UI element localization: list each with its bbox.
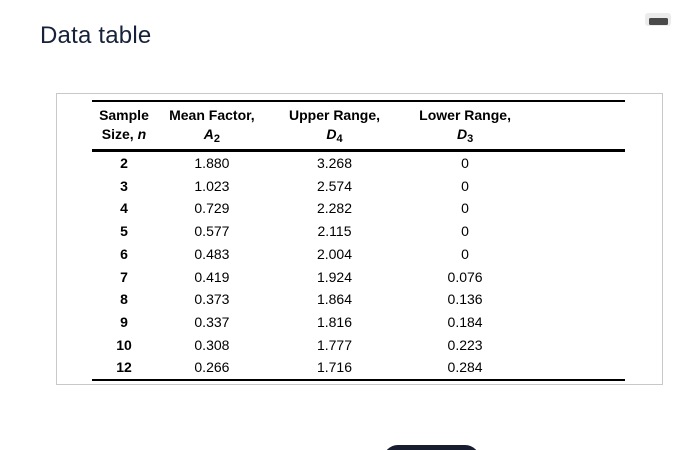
- cell-d3: 0: [461, 177, 469, 194]
- cell-a2: 0.577: [194, 223, 230, 240]
- partial-button[interactable]: [383, 445, 480, 450]
- cell-n: 12: [92, 356, 156, 382]
- table-row: 12 0.266 1.716 0.284: [92, 356, 625, 382]
- cell-a2: 0.337: [194, 313, 230, 330]
- cell-d4: 1.716: [267, 356, 402, 382]
- cell-d3: 0: [461, 200, 469, 217]
- spacer-cell: [529, 220, 625, 243]
- spacer-cell: [529, 243, 625, 266]
- spacer-cell: [529, 100, 625, 152]
- col-header-lower-range: Lower Range, D3: [401, 100, 530, 152]
- spacer-cell: [529, 197, 625, 220]
- cell-a2: 0.419: [194, 268, 230, 285]
- table-row: 8 0.373 1.864 0.136: [92, 288, 625, 311]
- table-row: 2 1.880 3.268 0: [92, 151, 625, 175]
- cell-d3: 0: [461, 155, 469, 171]
- cell-n: 2: [120, 155, 128, 171]
- table-row: 7 0.419 1.924 0.076: [92, 266, 625, 289]
- cell-n: 10: [116, 336, 132, 353]
- cell-n: 4: [120, 200, 128, 217]
- cell-a2: 0.483: [194, 245, 230, 262]
- spacer-cell: [529, 175, 625, 198]
- table-row: 5 0.577 2.115 0: [92, 220, 625, 243]
- cell-a2: 0.266: [155, 356, 268, 382]
- cell-d3: 0.136: [447, 291, 483, 308]
- cell-a2: 0.729: [194, 200, 230, 217]
- cell-d4: 1.816: [316, 313, 353, 330]
- cell-n: 7: [120, 268, 128, 285]
- spacer-cell: [529, 151, 625, 175]
- cell-a2: 0.308: [194, 336, 230, 353]
- spacer-cell: [529, 311, 625, 334]
- cell-a2: 0.373: [194, 291, 230, 308]
- cell-d4: 3.268: [316, 155, 353, 171]
- cell-d3: 0.284: [401, 356, 530, 382]
- cell-d4: 1.924: [316, 268, 353, 285]
- cell-d4: 1.777: [316, 336, 353, 353]
- cell-d3: 0: [461, 223, 469, 240]
- table-row: 4 0.729 2.282 0: [92, 197, 625, 220]
- spacer-cell: [529, 334, 625, 357]
- cell-n: 5: [120, 223, 128, 240]
- control-chart-factors-table: Sample Size, n Mean Factor, A2 Upper Ran…: [92, 100, 625, 382]
- spacer-cell: [529, 266, 625, 289]
- table-row: 10 0.308 1.777 0.223: [92, 334, 625, 357]
- cell-d3: 0.184: [447, 313, 483, 330]
- minimize-button[interactable]: [645, 13, 671, 26]
- col-header-sample-size: Sample Size, n: [92, 100, 156, 152]
- table-row: 3 1.023 2.574 0: [92, 175, 625, 198]
- cell-d3: 0.223: [447, 336, 483, 353]
- cell-d4: 2.574: [316, 177, 353, 194]
- cell-n: 9: [120, 313, 128, 330]
- cell-d3: 0.076: [447, 268, 483, 285]
- minus-icon: [648, 17, 668, 25]
- page-title: Data table: [40, 22, 152, 49]
- table-card: Sample Size, n Mean Factor, A2 Upper Ran…: [56, 93, 663, 385]
- cell-d3: 0: [461, 245, 469, 262]
- col-header-upper-range: Upper Range, D4: [267, 100, 402, 152]
- cell-d4: 1.864: [316, 291, 353, 308]
- table-row: 6 0.483 2.004 0: [92, 243, 625, 266]
- cell-n: 3: [120, 177, 128, 194]
- cell-n: 6: [120, 245, 128, 262]
- col-header-mean-factor: Mean Factor, A2: [155, 100, 268, 152]
- cell-d4: 2.004: [316, 245, 353, 262]
- cell-d4: 2.282: [316, 200, 353, 217]
- cell-n: 8: [120, 291, 128, 308]
- header-row: Sample Size, n Mean Factor, A2 Upper Ran…: [92, 100, 625, 152]
- spacer-cell: [529, 288, 625, 311]
- cell-d4: 2.115: [317, 223, 352, 240]
- cell-a2: 1.023: [194, 177, 230, 194]
- spacer-cell: [529, 356, 625, 382]
- table-row: 9 0.337 1.816 0.184: [92, 311, 625, 334]
- cell-a2: 1.880: [194, 155, 230, 171]
